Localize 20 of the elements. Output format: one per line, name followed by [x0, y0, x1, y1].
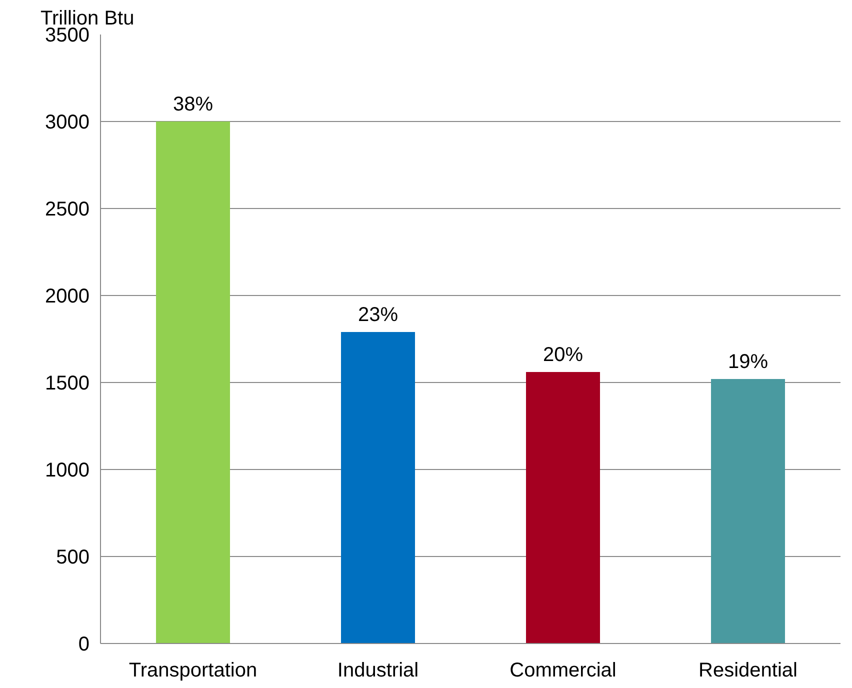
y-tick-label: 500 [56, 546, 90, 568]
x-tick-label: Industrial [337, 660, 419, 682]
y-tick-label: 2000 [45, 286, 90, 308]
y-tick-label: 0 [78, 634, 90, 656]
bar [711, 379, 785, 644]
annotation: 23% [358, 304, 398, 326]
bar [341, 332, 415, 644]
x-tick-label: Residential [698, 660, 798, 682]
annotation: 38% [172, 94, 214, 116]
x-tick-label: Commercial [510, 660, 616, 682]
y-tick-label: 3500 [45, 24, 90, 46]
y-tick-label: 2500 [45, 198, 90, 220]
annotation: 20% [542, 344, 584, 366]
y-tick-label: 1500 [45, 372, 90, 394]
y-tick-label: 3000 [45, 112, 90, 134]
bar [156, 122, 230, 644]
bar [526, 372, 600, 644]
y-tick-label: 1000 [45, 460, 90, 482]
x-tick-label: Transportation [128, 660, 258, 682]
annotation: 19% [728, 351, 768, 374]
